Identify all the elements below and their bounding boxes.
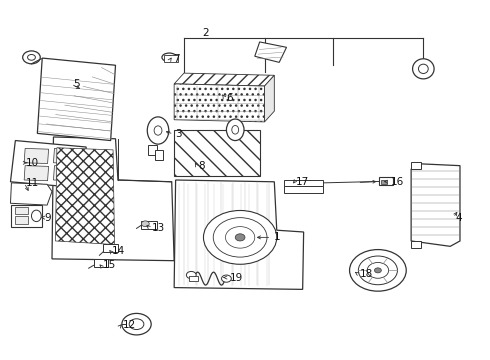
- Text: 5: 5: [73, 79, 80, 89]
- Ellipse shape: [186, 271, 196, 279]
- Polygon shape: [53, 166, 78, 181]
- Ellipse shape: [147, 117, 169, 144]
- Ellipse shape: [225, 226, 255, 248]
- Bar: [94, 259, 108, 267]
- Bar: [148, 145, 157, 155]
- Bar: [155, 150, 163, 160]
- Text: 14: 14: [112, 246, 125, 256]
- Ellipse shape: [367, 262, 389, 278]
- Polygon shape: [10, 140, 86, 188]
- Polygon shape: [174, 180, 304, 289]
- Text: 2: 2: [202, 28, 209, 38]
- Bar: [411, 241, 421, 248]
- Polygon shape: [255, 42, 287, 62]
- Bar: [411, 162, 421, 169]
- Ellipse shape: [374, 268, 381, 273]
- Text: 15: 15: [102, 260, 116, 270]
- Ellipse shape: [166, 55, 172, 59]
- Ellipse shape: [129, 319, 144, 329]
- Bar: [164, 55, 178, 62]
- Ellipse shape: [31, 210, 41, 222]
- Polygon shape: [37, 58, 116, 140]
- Text: 16: 16: [391, 177, 404, 187]
- Bar: [103, 244, 118, 252]
- Ellipse shape: [162, 53, 176, 62]
- Text: 6: 6: [226, 93, 233, 103]
- Ellipse shape: [23, 51, 40, 64]
- Ellipse shape: [418, 64, 428, 73]
- Bar: [284, 186, 323, 193]
- Ellipse shape: [221, 275, 231, 282]
- Polygon shape: [174, 84, 265, 122]
- Bar: [189, 276, 198, 281]
- Bar: [381, 180, 387, 184]
- Ellipse shape: [154, 126, 162, 135]
- Text: 3: 3: [175, 129, 182, 139]
- Text: 18: 18: [360, 269, 373, 279]
- Text: 19: 19: [229, 273, 243, 283]
- Text: 8: 8: [198, 161, 205, 171]
- Text: 4: 4: [455, 213, 462, 222]
- Ellipse shape: [413, 59, 434, 79]
- Bar: [142, 221, 157, 229]
- Ellipse shape: [213, 218, 267, 257]
- Ellipse shape: [358, 256, 397, 285]
- Ellipse shape: [235, 234, 245, 241]
- Bar: [15, 216, 27, 224]
- Bar: [174, 130, 260, 176]
- Text: 11: 11: [26, 178, 39, 188]
- Text: 17: 17: [296, 177, 310, 187]
- Ellipse shape: [142, 221, 149, 226]
- Polygon shape: [411, 164, 460, 246]
- Polygon shape: [10, 183, 52, 205]
- Ellipse shape: [349, 249, 406, 291]
- Ellipse shape: [226, 119, 244, 140]
- Text: 13: 13: [152, 224, 166, 233]
- Bar: [11, 205, 42, 226]
- Polygon shape: [24, 166, 49, 181]
- Bar: [379, 177, 393, 185]
- Text: 12: 12: [123, 320, 136, 330]
- Polygon shape: [174, 73, 274, 86]
- Ellipse shape: [232, 126, 239, 134]
- Text: 1: 1: [273, 232, 280, 242]
- Ellipse shape: [203, 211, 277, 264]
- Polygon shape: [53, 148, 78, 163]
- Text: 7: 7: [172, 54, 179, 64]
- Ellipse shape: [122, 314, 151, 335]
- Polygon shape: [52, 137, 174, 261]
- Ellipse shape: [27, 54, 35, 60]
- Text: 10: 10: [26, 158, 39, 168]
- Bar: [284, 180, 323, 186]
- Polygon shape: [265, 75, 274, 122]
- Text: 9: 9: [45, 213, 51, 222]
- Polygon shape: [55, 148, 115, 244]
- Polygon shape: [24, 148, 49, 163]
- Bar: [15, 207, 27, 214]
